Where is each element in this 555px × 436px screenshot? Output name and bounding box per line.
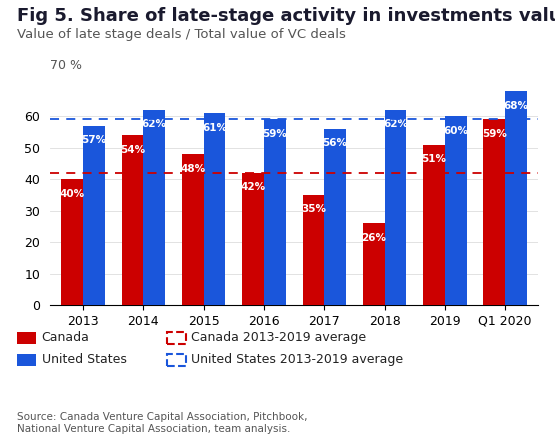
Text: Value of late stage deals / Total value of VC deals: Value of late stage deals / Total value … <box>17 28 346 41</box>
Text: 62%: 62% <box>142 119 166 129</box>
Bar <box>62 179 83 305</box>
Bar <box>324 129 346 305</box>
Bar <box>445 116 467 305</box>
Text: 35%: 35% <box>301 204 326 215</box>
Bar <box>143 110 165 305</box>
Bar <box>182 154 204 305</box>
Text: 48%: 48% <box>180 164 205 174</box>
Text: Source: Canada Venture Capital Association, Pitchbook,
National Venture Capital : Source: Canada Venture Capital Associati… <box>17 412 307 434</box>
Bar <box>243 173 264 305</box>
Text: United States 2013-2019 average: United States 2013-2019 average <box>191 353 403 366</box>
Bar <box>363 223 385 305</box>
Bar <box>204 113 225 305</box>
Text: 42%: 42% <box>240 182 266 192</box>
Text: 54%: 54% <box>120 145 145 155</box>
Text: 26%: 26% <box>361 233 386 243</box>
Text: 40%: 40% <box>60 189 85 199</box>
Text: 70 %: 70 % <box>50 59 82 72</box>
Bar <box>264 119 286 305</box>
Text: United States: United States <box>42 353 127 366</box>
Text: Canada 2013-2019 average: Canada 2013-2019 average <box>191 331 367 344</box>
Bar <box>505 91 527 305</box>
Text: Fig 5. Share of late-stage activity in investments value: Fig 5. Share of late-stage activity in i… <box>17 7 555 24</box>
Text: 59%: 59% <box>263 129 287 139</box>
Bar <box>483 119 505 305</box>
Text: 62%: 62% <box>383 119 408 129</box>
Text: 61%: 61% <box>202 123 227 133</box>
Bar <box>385 110 406 305</box>
Text: 68%: 68% <box>503 101 528 110</box>
Text: 60%: 60% <box>443 126 468 136</box>
Text: 57%: 57% <box>82 135 107 145</box>
Text: 51%: 51% <box>422 154 447 164</box>
Bar <box>122 135 143 305</box>
Text: Canada: Canada <box>42 331 89 344</box>
Text: 59%: 59% <box>482 129 507 139</box>
Bar <box>83 126 105 305</box>
Text: 56%: 56% <box>322 138 347 148</box>
Bar <box>423 145 445 305</box>
Bar <box>302 195 324 305</box>
